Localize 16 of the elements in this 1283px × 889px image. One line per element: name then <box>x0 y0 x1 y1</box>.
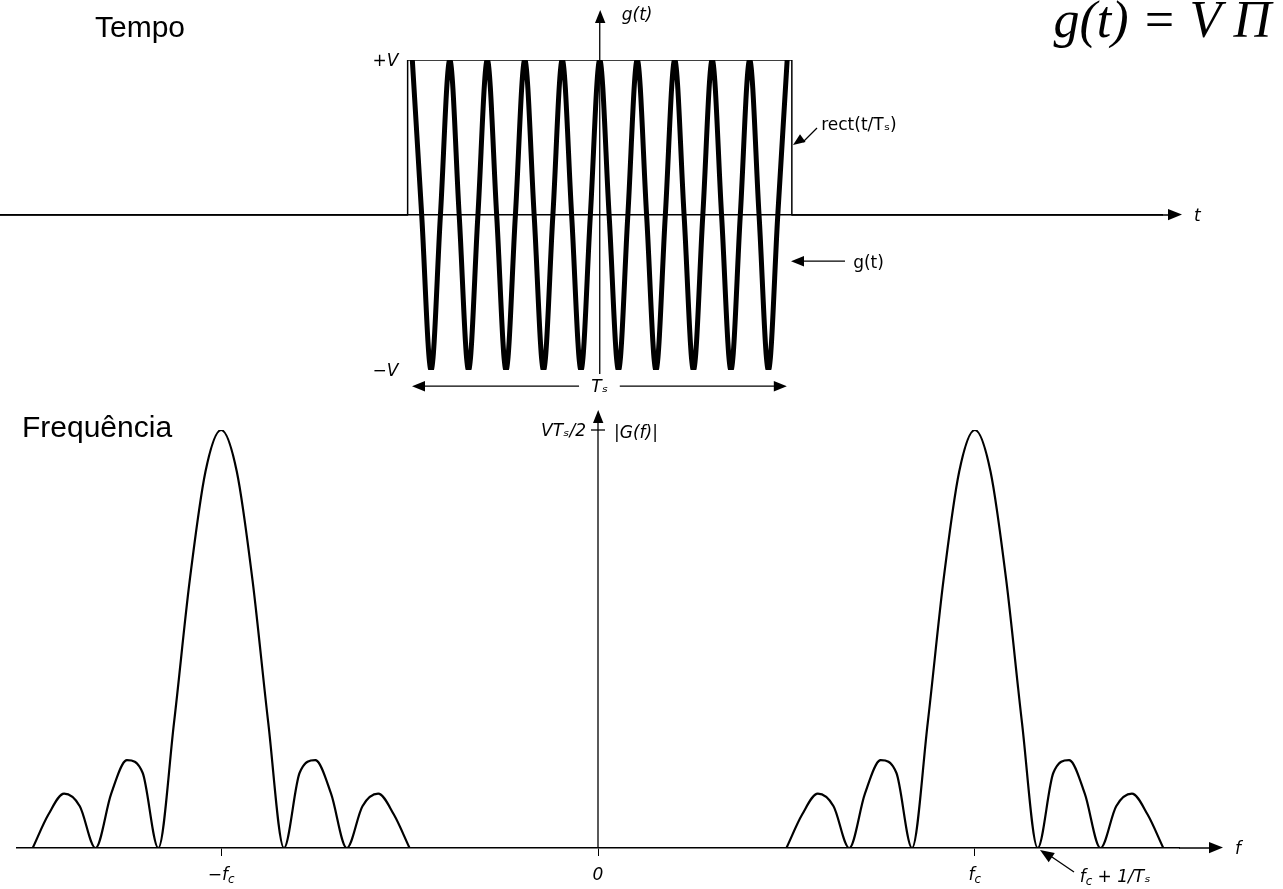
chart-title: Frequência <box>22 410 173 444</box>
x-tick-label: 0 <box>592 863 604 884</box>
annotation: +V <box>372 49 399 70</box>
legend-label: rect(t/Tₛ) <box>821 113 897 134</box>
x-axis-title: t <box>1194 204 1201 225</box>
annotation: VTₛ/2 <box>541 419 586 440</box>
chart-title: Tempo <box>95 10 186 44</box>
y-axis-title: |G(f)| <box>614 421 658 442</box>
y-axis-title: g(t) <box>621 3 653 24</box>
x-tick-label: −f$_{c}$ <box>207 863 235 887</box>
legend-label: g(t) <box>853 251 884 272</box>
text: f$_{c}$ + 1/Tₛ <box>1079 865 1151 889</box>
text: Tₛ <box>591 375 609 396</box>
x-axis-title: f <box>1235 837 1241 858</box>
x-tick-label: f$_{c}$ <box>968 863 982 887</box>
annotation: −V <box>372 359 399 380</box>
